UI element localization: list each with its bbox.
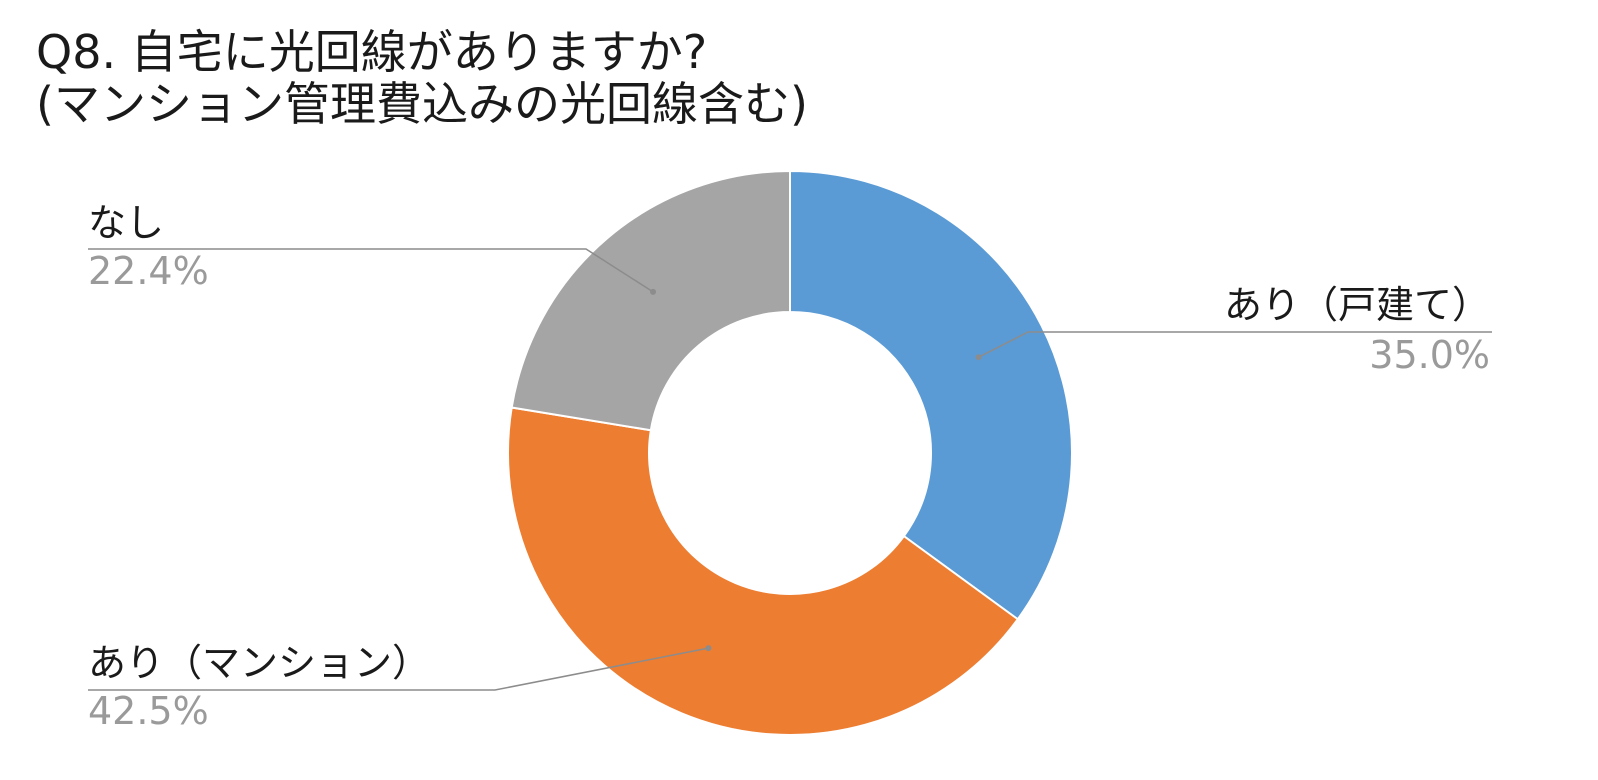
leader-line	[88, 647, 709, 691]
donut-slice	[510, 169, 791, 432]
leader-dot	[705, 645, 712, 652]
donut-slices	[507, 169, 1073, 737]
slice-value-label: 42.5%	[88, 689, 209, 733]
chart-title: Q8. 自宅に光回線がありますか? (マンション管理費込みの光回線含む)	[36, 26, 808, 130]
donut-slice	[507, 406, 1020, 737]
slice-label: なし	[88, 201, 164, 245]
slice-value-label: 22.4%	[88, 249, 209, 293]
slice-label: あり（戸建て）	[1224, 283, 1490, 327]
chart-title-line-1: Q8. 自宅に光回線がありますか?	[36, 25, 708, 79]
leader-line	[978, 331, 1492, 358]
leader-line	[88, 248, 654, 293]
donut-slice	[789, 169, 1073, 621]
leader-dot	[975, 354, 982, 361]
slice-label: あり（マンション）	[88, 641, 430, 685]
leader-dot	[650, 288, 657, 295]
chart-title-line-2: (マンション管理費込みの光回線含む)	[36, 77, 808, 131]
slice-value-label: 35.0%	[1369, 333, 1490, 377]
